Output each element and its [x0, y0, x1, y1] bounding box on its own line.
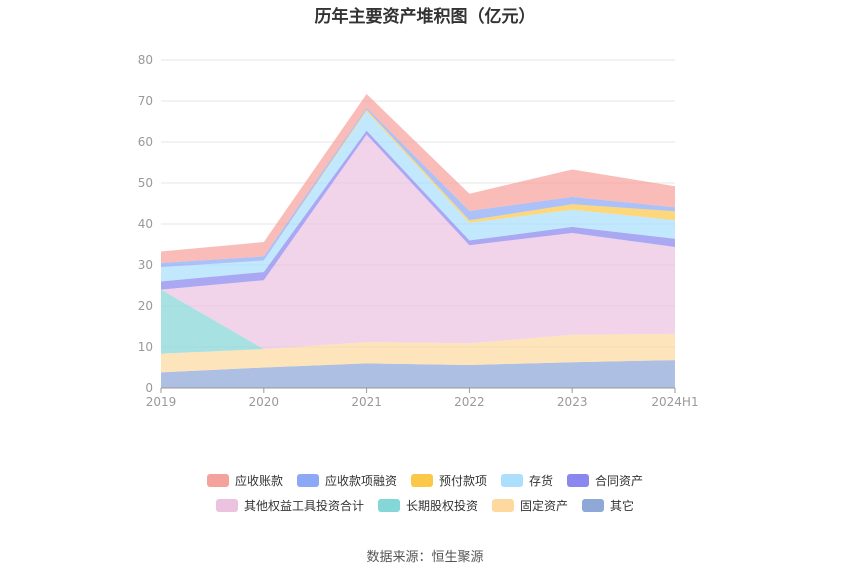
stacked-area-chart: 0 10 20 30 40 50 60 70 80 2019 2020 2021 2022 2023 202… — [138, 53, 699, 409]
area-series-1 — [161, 333, 675, 373]
legend-item[interactable]: 固定资产 — [492, 497, 568, 514]
legend-swatch — [501, 474, 523, 487]
data-source: 数据来源：恒生聚源 — [366, 550, 484, 565]
legend-label: 其他权益工具投资合计 — [243, 499, 364, 513]
legend-swatch — [567, 474, 590, 487]
legend-item[interactable]: 其它 — [582, 497, 634, 514]
chart-legend: 应收账款 应收款项融资 预付款项 存货 合同资产 其他权益工具投资合计 长期股权投资 固定资… — [0, 472, 850, 522]
legend-item[interactable]: 预付款项 — [410, 472, 487, 489]
area-series-8 — [161, 94, 675, 263]
x-tick-label: 2020 — [249, 395, 280, 409]
legend-label: 应收款项融资 — [324, 474, 397, 488]
legend-label: 长期股权投资 — [405, 499, 478, 513]
legend-item[interactable]: 合同资产 — [567, 472, 643, 489]
legend-row-1: 应收账款 应收款项融资 预付款项 存货 合同资产 — [0, 472, 850, 489]
legend-item[interactable]: 存货 — [501, 472, 553, 489]
area-series-5 — [161, 111, 675, 282]
legend-label: 应收账款 — [234, 474, 283, 488]
legend-item[interactable]: 长期股权投资 — [377, 497, 478, 514]
x-tick-label: 2021 — [351, 395, 382, 409]
legend-item[interactable]: 应收款项融资 — [296, 472, 397, 489]
legend-row-2: 其他权益工具投资合计 长期股权投资 固定资产 其它 — [0, 497, 850, 514]
x-tick-label: 2023 — [557, 395, 588, 409]
x-tick-label: 2024H1 — [651, 395, 698, 409]
legend-label: 预付款项 — [438, 474, 487, 488]
legend-swatch — [582, 499, 605, 512]
y-tick-label: 60 — [138, 135, 153, 149]
legend-label: 其它 — [610, 499, 635, 513]
legend-swatch — [492, 499, 514, 512]
y-tick-label: 80 — [138, 53, 153, 67]
legend-label: 合同资产 — [595, 474, 644, 488]
legend-label: 存货 — [529, 474, 554, 488]
y-tick-label: 70 — [138, 94, 153, 108]
y-tick-label: 40 — [138, 217, 153, 231]
legend-item[interactable]: 其他权益工具投资合计 — [215, 497, 364, 514]
chart-title: 历年主要资产堆积图（亿元） — [314, 7, 536, 27]
y-tick-label: 10 — [138, 340, 153, 354]
x-tick-label: 2022 — [454, 395, 485, 409]
legend-item[interactable]: 应收账款 — [206, 472, 283, 489]
legend-swatch — [410, 474, 433, 487]
x-tick-label: 2019 — [146, 395, 177, 409]
y-tick-label: 20 — [138, 299, 153, 313]
legend-label: 固定资产 — [520, 499, 569, 513]
y-tick-label: 0 — [145, 381, 153, 395]
legend-swatch — [215, 499, 238, 512]
area-series-2 — [161, 289, 675, 354]
legend-swatch — [206, 474, 229, 487]
y-tick-label: 50 — [138, 176, 153, 190]
y-tick-label: 30 — [138, 258, 153, 272]
legend-swatch — [377, 499, 400, 512]
area-series-0 — [161, 360, 675, 388]
area-series-3 — [161, 134, 675, 350]
legend-swatch — [296, 474, 319, 487]
